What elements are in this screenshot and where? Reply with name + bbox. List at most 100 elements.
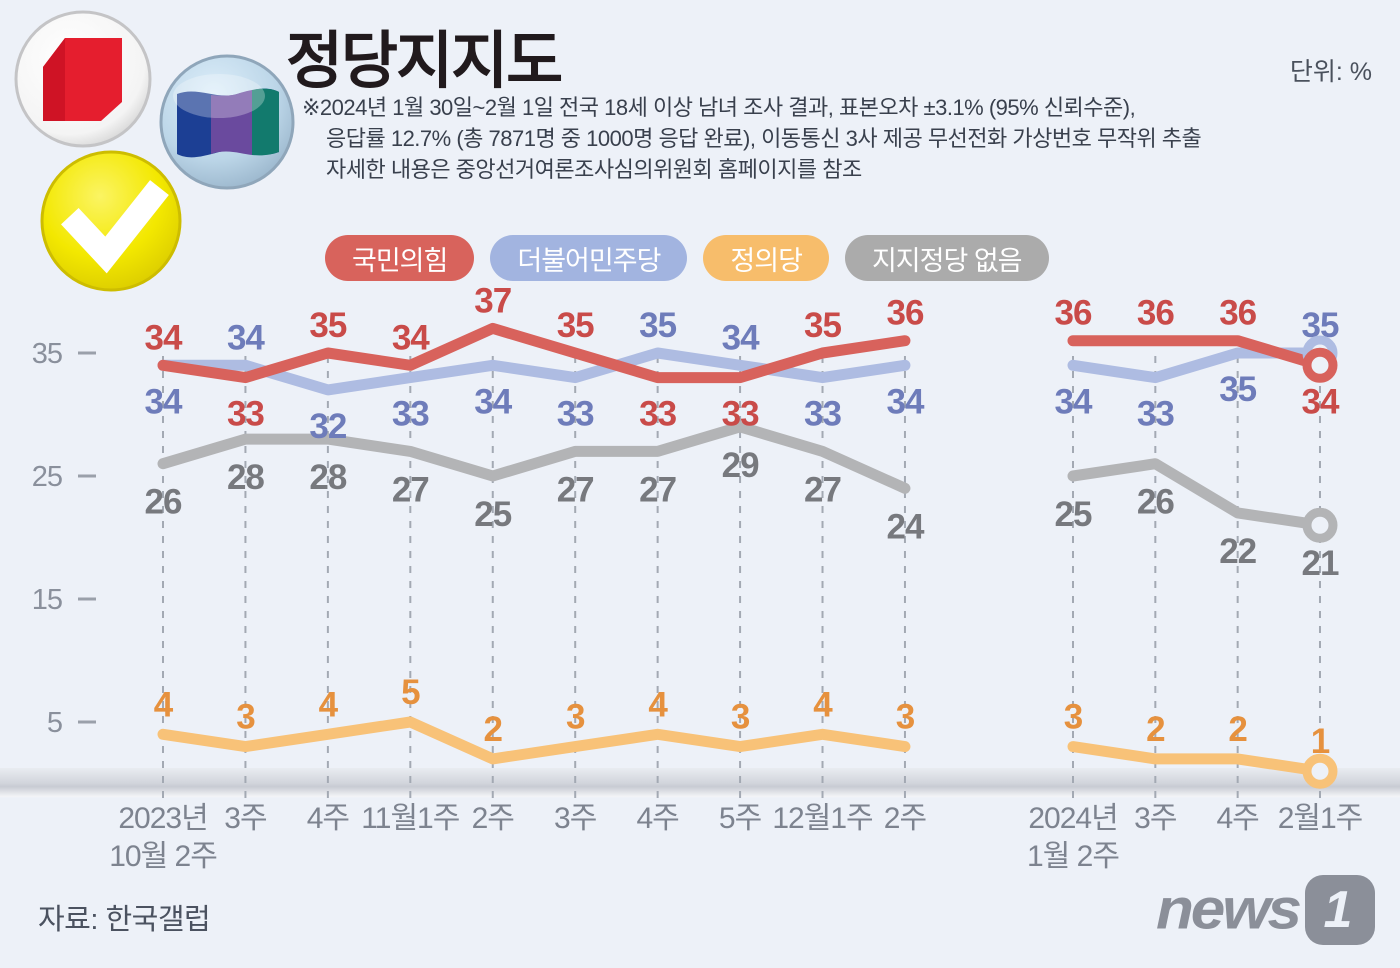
value-label-dpk: 33 <box>804 395 841 434</box>
value-label-dpk: 34 <box>886 382 924 421</box>
value-label-ppp: 33 <box>227 395 264 434</box>
news1-number-box: 1 <box>1305 874 1375 945</box>
x-axis-label: 12월1주 <box>772 802 872 835</box>
survey-footnote: ※2024년 1월 30일~2월 1일 전국 18세 이상 남녀 조사 결과, … <box>302 92 1202 185</box>
x-axis-label: 11월1주 <box>361 802 459 835</box>
x-axis-label: 3주 <box>224 802 266 835</box>
value-label-ppp: 35 <box>804 306 841 345</box>
value-label-justice: 3 <box>896 698 915 737</box>
red-cube-badge <box>14 10 152 148</box>
x-axis-label: 5주 <box>719 802 761 835</box>
value-label-dpk: 33 <box>1137 395 1174 434</box>
value-label-dpk: 34 <box>474 382 512 421</box>
baseline-band <box>0 768 1400 798</box>
value-label-justice: 3 <box>1064 698 1083 737</box>
value-label-ppp: 36 <box>1137 294 1174 333</box>
value-label-none: 26 <box>145 483 182 522</box>
value-label-ppp: 34 <box>1302 382 1340 421</box>
series-line-justice <box>1067 741 1326 777</box>
value-label-none: 29 <box>722 446 759 485</box>
x-axis-label: 4주 <box>1217 802 1259 835</box>
value-label-dpk: 33 <box>392 395 429 434</box>
value-label-dpk: 34 <box>227 318 265 357</box>
series-line-ppp <box>157 322 911 384</box>
chart-legend: 국민의힘 더불어민주당 정의당 지지정당 없음 <box>325 235 1049 281</box>
value-label-none: 27 <box>557 470 594 509</box>
value-label-dpk: 33 <box>557 395 594 434</box>
value-label-justice: 4 <box>648 685 668 724</box>
series-line-ppp <box>1067 335 1326 371</box>
value-label-none: 28 <box>227 458 264 497</box>
x-axis-label: 2주 <box>472 802 514 835</box>
y-axis-label: 25 <box>32 461 62 493</box>
footnote-line-3: 자세한 내용은 중앙선거여론조사심의위원회 홈페이지를 참조 <box>326 157 862 182</box>
value-label-justice: 3 <box>566 698 585 737</box>
series-line-justice <box>157 716 911 765</box>
flag-badge <box>159 54 295 190</box>
value-label-ppp: 33 <box>722 395 759 434</box>
red-cube-icon <box>14 10 152 148</box>
end-marker-justice <box>1302 753 1338 789</box>
series-line-none <box>157 421 911 494</box>
value-label-dpk: 35 <box>1219 370 1256 409</box>
value-label-none: 22 <box>1219 532 1256 571</box>
value-label-justice: 4 <box>813 685 833 724</box>
value-label-none: 25 <box>474 495 511 534</box>
x-axis-label: 4주 <box>307 802 349 835</box>
y-axis-label: 35 <box>32 338 62 370</box>
value-label-ppp: 37 <box>474 281 511 320</box>
y-axis-label: 15 <box>32 584 62 616</box>
flag-icon <box>159 54 295 190</box>
value-label-none: 25 <box>1055 495 1092 534</box>
value-label-ppp: 35 <box>309 306 346 345</box>
legend-item-justice: 정의당 <box>703 235 829 281</box>
footnote-line-2: 응답률 12.7% (총 7871명 중 1000명 응답 완료), 이동통신 … <box>326 126 1202 151</box>
value-label-ppp: 34 <box>145 318 183 357</box>
value-label-dpk: 32 <box>309 407 346 446</box>
check-badge <box>40 150 182 292</box>
page-title: 정당지지도 <box>286 27 563 96</box>
news1-logo: news 1 <box>1156 874 1375 945</box>
value-label-ppp: 34 <box>392 318 430 357</box>
checkmark-icon <box>40 150 182 292</box>
value-label-dpk: 34 <box>1055 382 1093 421</box>
series-line-dpk <box>157 347 911 396</box>
value-label-ppp: 36 <box>1055 294 1092 333</box>
value-label-justice: 2 <box>484 710 503 749</box>
value-label-dpk: 34 <box>722 318 760 357</box>
value-label-none: 24 <box>886 507 924 546</box>
series-line-none <box>1067 458 1326 531</box>
value-label-justice: 2 <box>1228 710 1247 749</box>
footnote-line-1: ※2024년 1월 30일~2월 1일 전국 18세 이상 남녀 조사 결과, … <box>302 95 1136 120</box>
value-label-ppp: 33 <box>639 395 676 434</box>
end-marker-none <box>1302 507 1338 543</box>
value-label-justice: 1 <box>1311 722 1330 761</box>
news1-wordmark: news <box>1155 877 1302 942</box>
x-axis-label: 1월 2주 <box>1027 840 1119 873</box>
x-axis-label: 2024년 <box>1028 802 1117 835</box>
value-label-justice: 2 <box>1146 710 1165 749</box>
legend-item-dpk: 더불어민주당 <box>490 235 688 281</box>
value-label-none: 27 <box>804 470 841 509</box>
value-label-justice: 3 <box>731 698 750 737</box>
x-axis-label: 3주 <box>1134 802 1176 835</box>
legend-item-none: 지지정당 없음 <box>844 235 1049 281</box>
legend-item-ppp: 국민의힘 <box>325 235 475 281</box>
data-source: 자료: 한국갤럽 <box>38 904 211 936</box>
value-label-justice: 5 <box>401 673 420 712</box>
x-axis-label: 3주 <box>554 802 596 835</box>
value-label-none: 28 <box>309 458 346 497</box>
value-label-none: 27 <box>392 470 429 509</box>
value-label-justice: 4 <box>319 685 339 724</box>
end-marker-ppp <box>1302 347 1338 383</box>
value-label-ppp: 35 <box>557 306 594 345</box>
unit-label: 단위: % <box>1289 58 1372 86</box>
x-axis-label: 2주 <box>884 802 926 835</box>
x-axis-label: 2023년 <box>118 802 207 835</box>
value-label-none: 21 <box>1302 544 1339 583</box>
value-label-dpk: 34 <box>145 382 183 421</box>
value-label-ppp: 36 <box>1219 294 1256 333</box>
value-label-dpk: 35 <box>639 306 676 345</box>
